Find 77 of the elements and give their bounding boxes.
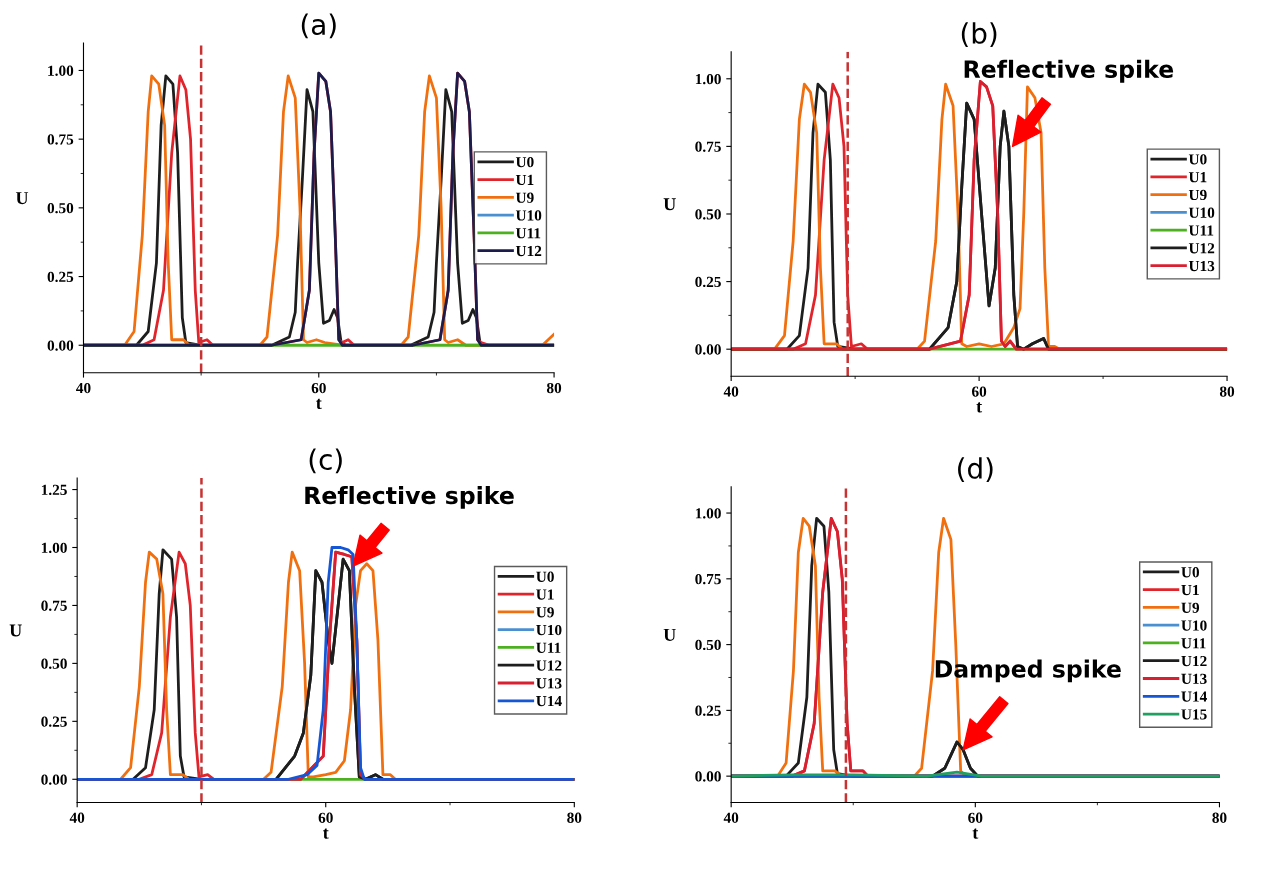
y-tick-label: 1.00 <box>41 542 67 554</box>
chart-title: (c) <box>309 448 342 474</box>
legend-label: U9 <box>1188 189 1207 201</box>
y-tick-label: 0.25 <box>695 276 721 288</box>
x-tick-label: 80 <box>546 382 562 394</box>
x-axis-title: t <box>316 398 322 410</box>
annotation: Reflective spike <box>964 59 1174 83</box>
x-tick-label: 60 <box>968 812 983 823</box>
legend-label: U14 <box>536 696 562 707</box>
legend-label: U13 <box>1181 673 1207 684</box>
x-tick-label: 40 <box>69 812 85 823</box>
x-tick-label: 40 <box>723 812 739 823</box>
legend-label: U12 <box>515 245 542 257</box>
legend-label: U13 <box>536 678 562 689</box>
x-tick-label: 60 <box>318 812 333 823</box>
legend-label: U9 <box>1181 602 1200 613</box>
y-tick-label: 0.75 <box>41 600 67 611</box>
legend-label: U1 <box>1188 172 1207 183</box>
x-tick-label: 80 <box>1219 386 1235 397</box>
x-axis-title: t <box>972 828 979 839</box>
y-tick-label: 0.75 <box>47 134 74 145</box>
legend-label: U0 <box>515 156 534 168</box>
y-tick-label: 0.75 <box>695 573 721 585</box>
y-tick-label: 0.50 <box>695 209 721 220</box>
legend-label: U9 <box>515 192 534 203</box>
y-tick-label: 1.00 <box>695 508 721 519</box>
y-tick-label: 0.25 <box>41 716 67 727</box>
x-tick-label: 80 <box>1212 812 1227 823</box>
chart-title: (a) <box>301 13 336 39</box>
legend-label: U0 <box>1188 154 1207 165</box>
y-tick-label: 0.50 <box>695 639 721 651</box>
y-tick-label: 0.25 <box>695 705 721 716</box>
y-tick-label: 1.00 <box>695 73 721 85</box>
legend-label: U15 <box>1181 709 1207 720</box>
legend-label: U1 <box>1181 584 1199 596</box>
x-tick-label: 60 <box>311 382 326 394</box>
legend-label: U0 <box>536 571 554 582</box>
x-axis-title: t <box>323 828 329 839</box>
y-axis-title: U <box>663 198 676 211</box>
y-axis-title: U <box>663 628 676 641</box>
x-tick-label: 40 <box>76 382 91 394</box>
y-tick-label: 0.50 <box>47 202 74 214</box>
y-tick-label: 0.00 <box>47 340 74 351</box>
y-axis-title: U <box>15 192 29 205</box>
legend-label: U9 <box>536 607 554 618</box>
legend-label: U10 <box>1188 207 1215 218</box>
y-tick-label: 0.00 <box>695 344 721 355</box>
legend-label: U11 <box>1188 225 1214 236</box>
chart-title: (d) <box>958 457 993 483</box>
legend-label: U11 <box>515 228 541 239</box>
x-axis-title: t <box>976 402 983 413</box>
legend-label: U14 <box>1181 691 1207 702</box>
legend-label: U10 <box>1181 620 1207 631</box>
y-tick-label: 0.50 <box>41 658 67 669</box>
y-axis-title: U <box>9 624 22 637</box>
legend-label: U1 <box>536 589 554 600</box>
y-tick-label: 0.75 <box>695 141 721 152</box>
annotation: Reflective spike <box>305 486 514 509</box>
y-tick-label: 1.25 <box>41 484 67 496</box>
legend-label: U11 <box>536 642 561 653</box>
legend-label: U0 <box>1181 567 1200 578</box>
legend-label: U10 <box>536 624 562 636</box>
legend-label: U10 <box>515 210 542 221</box>
legend-label: U12 <box>1181 655 1207 667</box>
y-tick-label: 0.00 <box>695 771 721 782</box>
x-tick-label: 40 <box>723 386 739 397</box>
y-tick-label: 0.25 <box>47 271 74 283</box>
x-tick-label: 60 <box>971 386 987 397</box>
x-tick-label: 80 <box>567 812 582 823</box>
legend-label: U12 <box>536 660 562 671</box>
legend-label: U12 <box>1188 243 1215 254</box>
chart-title: (b) <box>961 22 997 48</box>
legend-label: U11 <box>1181 638 1206 649</box>
legend-label: U13 <box>1188 260 1215 272</box>
legend-label: U1 <box>515 174 534 186</box>
y-tick-label: 1.00 <box>48 65 74 76</box>
y-tick-label: 0.00 <box>41 774 67 785</box>
